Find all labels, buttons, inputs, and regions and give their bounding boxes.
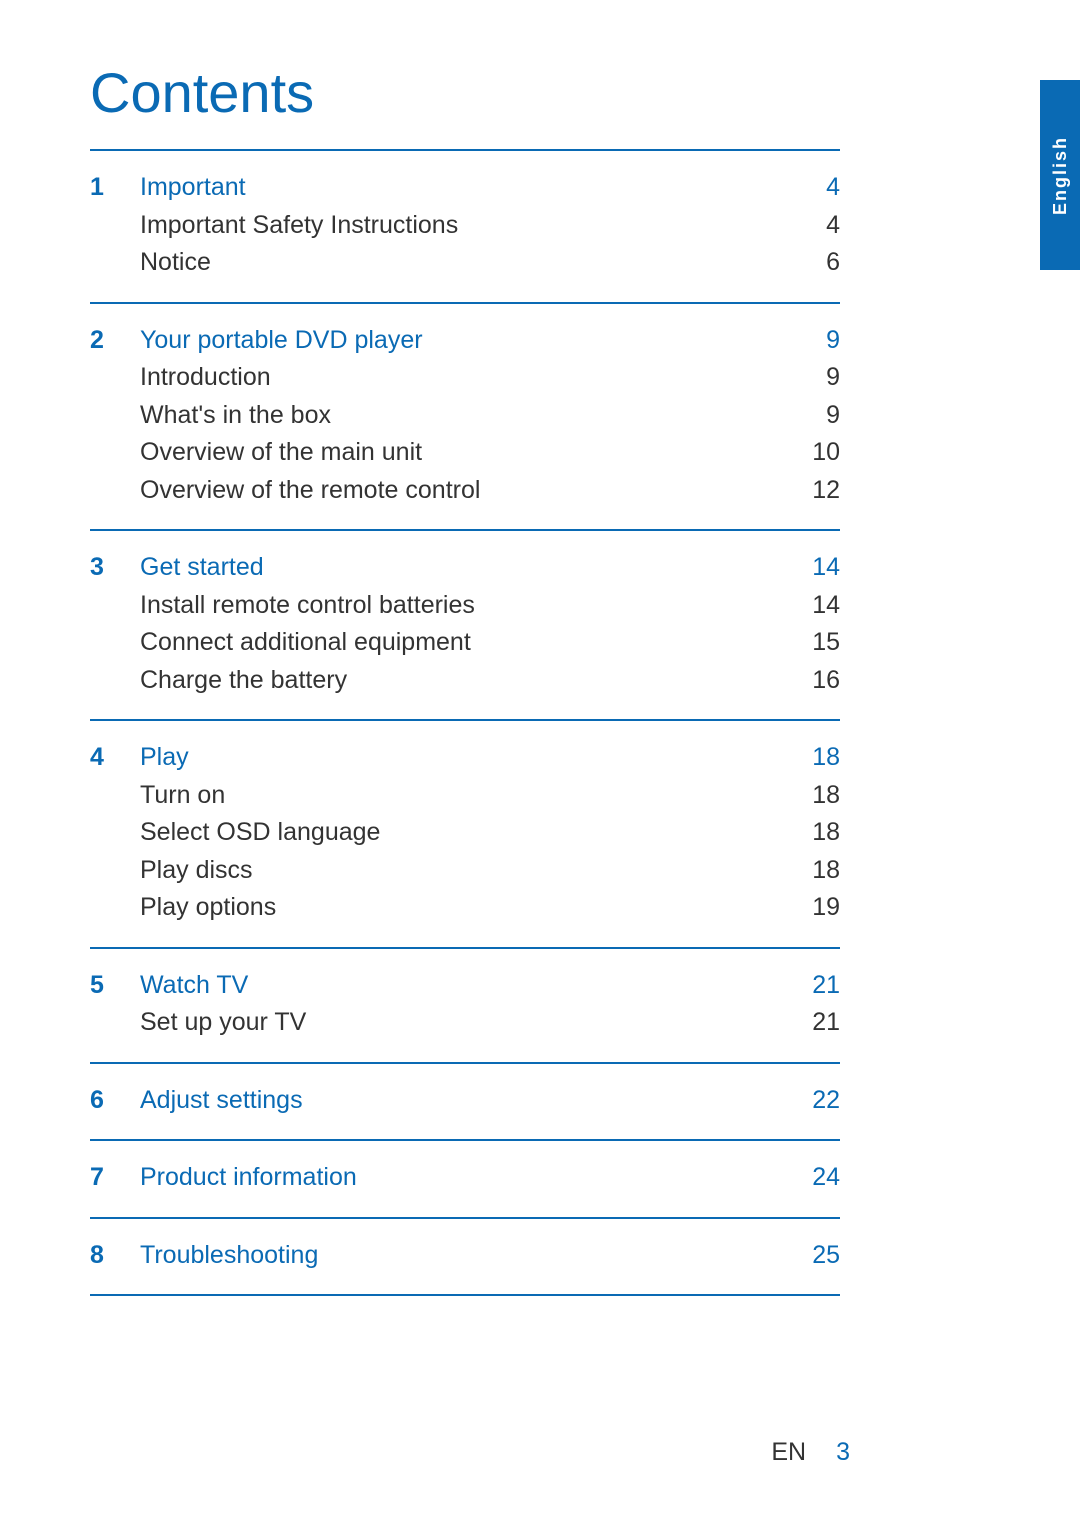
- toc-sub-row[interactable]: .Install remote control batteries14: [90, 587, 840, 625]
- sub-page: 14: [780, 587, 840, 625]
- chapter-label: Play: [140, 739, 780, 777]
- toc-section: 5Watch TV21.Set up your TV21: [90, 947, 840, 1062]
- toc-end-rule: [90, 1294, 840, 1296]
- sub-label: Install remote control batteries: [140, 587, 780, 625]
- page-footer: EN 3: [771, 1438, 850, 1467]
- sub-page: 9: [780, 397, 840, 435]
- chapter-label: Adjust settings: [140, 1082, 780, 1120]
- toc-sub-row[interactable]: .Connect additional equipment15: [90, 624, 840, 662]
- toc-section: 8Troubleshooting25: [90, 1217, 840, 1295]
- toc-chapter-row[interactable]: 7Product information24: [90, 1159, 840, 1197]
- manual-page: Contents English 1Important4.Important S…: [0, 0, 1080, 1527]
- toc-sub-row[interactable]: .Play discs18: [90, 852, 840, 890]
- chapter-number: 4: [90, 739, 140, 777]
- sub-page: 10: [780, 434, 840, 472]
- toc-chapter-row[interactable]: 2Your portable DVD player9: [90, 322, 840, 360]
- chapter-label: Get started: [140, 549, 780, 587]
- sub-label: Turn on: [140, 777, 780, 815]
- sub-page: 4: [780, 207, 840, 245]
- toc-sub-row[interactable]: .Introduction9: [90, 359, 840, 397]
- sub-label: Play options: [140, 889, 780, 927]
- chapter-page: 25: [780, 1237, 840, 1275]
- toc-sub-row[interactable]: .Notice6: [90, 244, 840, 282]
- chapter-number: 8: [90, 1237, 140, 1275]
- page-title: Contents: [90, 60, 990, 125]
- chapter-label: Product information: [140, 1159, 780, 1197]
- toc-chapter-row[interactable]: 5Watch TV21: [90, 967, 840, 1005]
- chapter-label: Your portable DVD player: [140, 322, 780, 360]
- sub-label: Overview of the main unit: [140, 434, 780, 472]
- toc-sub-row[interactable]: .Overview of the main unit10: [90, 434, 840, 472]
- sub-label: Introduction: [140, 359, 780, 397]
- chapter-page: 21: [780, 967, 840, 1005]
- toc-sub-row[interactable]: .Important Safety Instructions4: [90, 207, 840, 245]
- toc-sub-row[interactable]: .Charge the battery16: [90, 662, 840, 700]
- chapter-page: 14: [780, 549, 840, 587]
- toc-chapter-row[interactable]: 6Adjust settings22: [90, 1082, 840, 1120]
- language-tab-label: English: [1050, 135, 1071, 214]
- toc-section: 3Get started14.Install remote control ba…: [90, 529, 840, 719]
- sub-label: Important Safety Instructions: [140, 207, 780, 245]
- chapter-number: 6: [90, 1082, 140, 1120]
- sub-page: 21: [780, 1004, 840, 1042]
- toc-section: 4Play18.Turn on18.Select OSD language18.…: [90, 719, 840, 947]
- chapter-number: 5: [90, 967, 140, 1005]
- toc-sub-row[interactable]: .Overview of the remote control12: [90, 472, 840, 510]
- chapter-number: 3: [90, 549, 140, 587]
- chapter-number: 2: [90, 322, 140, 360]
- sub-label: Play discs: [140, 852, 780, 890]
- sub-label: Charge the battery: [140, 662, 780, 700]
- sub-page: 19: [780, 889, 840, 927]
- toc-chapter-row[interactable]: 3Get started14: [90, 549, 840, 587]
- toc-section: 1Important4.Important Safety Instruction…: [90, 149, 840, 302]
- chapter-number: 7: [90, 1159, 140, 1197]
- toc-chapter-row[interactable]: 8Troubleshooting25: [90, 1237, 840, 1275]
- toc-chapter-row[interactable]: 1Important4: [90, 169, 840, 207]
- toc-sub-row[interactable]: .Select OSD language18: [90, 814, 840, 852]
- toc-section: 7Product information24: [90, 1139, 840, 1217]
- chapter-label: Important: [140, 169, 780, 207]
- sub-page: 12: [780, 472, 840, 510]
- toc-section: 6Adjust settings22: [90, 1062, 840, 1140]
- sub-label: What's in the box: [140, 397, 780, 435]
- sub-page: 18: [780, 777, 840, 815]
- toc-section: 2Your portable DVD player9.Introduction9…: [90, 302, 840, 530]
- chapter-label: Troubleshooting: [140, 1237, 780, 1275]
- table-of-contents: 1Important4.Important Safety Instruction…: [90, 149, 840, 1296]
- sub-label: Set up your TV: [140, 1004, 780, 1042]
- sub-label: Select OSD language: [140, 814, 780, 852]
- sub-page: 16: [780, 662, 840, 700]
- language-tab: English: [1040, 80, 1080, 270]
- chapter-number: 1: [90, 169, 140, 207]
- chapter-label: Watch TV: [140, 967, 780, 1005]
- sub-label: Connect additional equipment: [140, 624, 780, 662]
- chapter-page: 22: [780, 1082, 840, 1120]
- sub-page: 9: [780, 359, 840, 397]
- toc-sub-row[interactable]: .Turn on18: [90, 777, 840, 815]
- toc-sub-row[interactable]: .What's in the box9: [90, 397, 840, 435]
- chapter-page: 9: [780, 322, 840, 360]
- toc-sub-row[interactable]: .Play options19: [90, 889, 840, 927]
- sub-page: 18: [780, 852, 840, 890]
- chapter-page: 18: [780, 739, 840, 777]
- sub-page: 6: [780, 244, 840, 282]
- footer-lang: EN: [771, 1438, 806, 1467]
- sub-page: 18: [780, 814, 840, 852]
- sub-label: Overview of the remote control: [140, 472, 780, 510]
- footer-page-number: 3: [836, 1438, 850, 1467]
- toc-sub-row[interactable]: .Set up your TV21: [90, 1004, 840, 1042]
- sub-label: Notice: [140, 244, 780, 282]
- chapter-page: 24: [780, 1159, 840, 1197]
- chapter-page: 4: [780, 169, 840, 207]
- sub-page: 15: [780, 624, 840, 662]
- toc-chapter-row[interactable]: 4Play18: [90, 739, 840, 777]
